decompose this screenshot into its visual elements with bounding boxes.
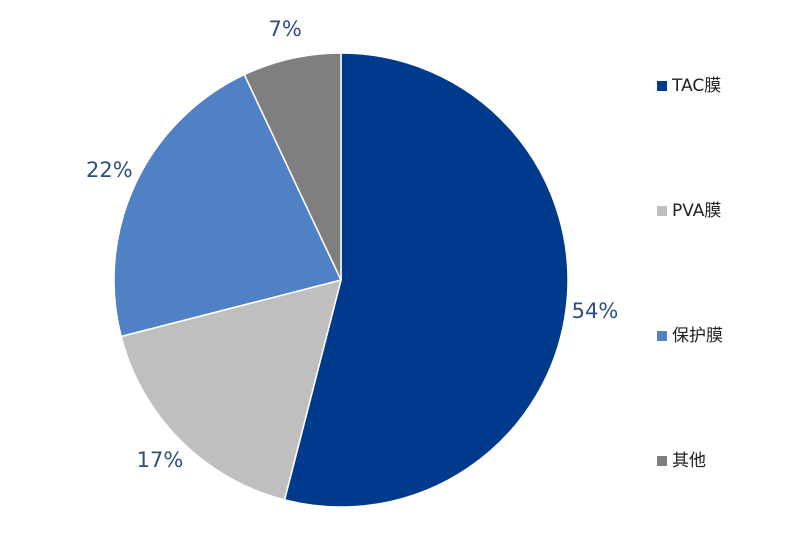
data-label: 22% (86, 158, 133, 182)
legend-label: PVA膜 (672, 201, 721, 221)
legend-swatch (657, 456, 667, 466)
data-label: 54% (572, 299, 619, 323)
legend-swatch (657, 81, 667, 91)
legend-label: TAC膜 (671, 76, 721, 96)
pie-slice (243, 52, 342, 281)
legend-label: 其他 (672, 451, 706, 471)
legend-label: 保护膜 (672, 326, 723, 346)
pie-slice (120, 278, 343, 501)
data-label: 7% (268, 17, 301, 41)
data-label: 17% (137, 448, 184, 472)
pie-slice (113, 73, 343, 338)
pie-slice (283, 52, 569, 508)
legend-swatch (657, 331, 667, 341)
legend-swatch (657, 206, 667, 216)
